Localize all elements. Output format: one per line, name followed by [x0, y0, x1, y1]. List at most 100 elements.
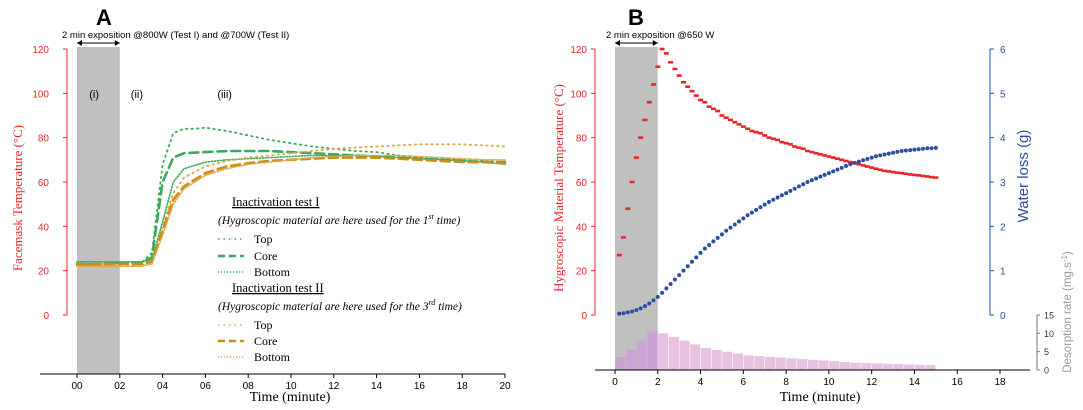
water-loss-point — [818, 174, 823, 179]
water-loss-point — [826, 171, 831, 176]
y2-tick-label: 0 — [1000, 311, 1006, 322]
temperature-point — [723, 116, 729, 120]
temperature-point — [689, 89, 695, 93]
temperature-point — [706, 105, 712, 108]
y-tick-label: 20 — [38, 267, 50, 278]
water-loss-point — [672, 277, 677, 282]
y2-tick-label: 6 — [1000, 45, 1006, 56]
panel-b-y-axis-left: 0 20 40 60 80 100 120 — [570, 45, 596, 322]
legend-test1-note: (Hygroscopic material are here used for … — [218, 212, 461, 227]
x-tick-label: 14 — [371, 381, 383, 392]
y-tick-label: 60 — [38, 178, 50, 189]
water-loss-point — [698, 250, 703, 255]
phase-label: (ii) — [131, 89, 143, 101]
temperature-point — [813, 151, 819, 155]
water-loss-point — [784, 191, 789, 196]
legend-test1-note-end: time) — [434, 215, 461, 227]
desorption-bar — [668, 337, 679, 370]
temperature-point — [732, 120, 738, 124]
x-tick-label: 00 — [71, 381, 83, 392]
water-loss-point — [809, 178, 814, 183]
y-tick-label: 80 — [38, 134, 50, 145]
water-loss-point — [694, 255, 699, 260]
water-loss-point — [891, 150, 896, 155]
temperature-point — [894, 171, 900, 174]
temperature-point — [745, 127, 751, 131]
water-loss-point — [908, 148, 913, 153]
temperature-point — [659, 47, 665, 51]
water-loss-point — [758, 205, 763, 210]
x-tick-label: 10 — [285, 381, 297, 392]
x-tick-label: 14 — [909, 377, 921, 388]
water-loss-point — [647, 301, 652, 306]
temperature-point — [847, 160, 853, 164]
shaded-bar — [615, 47, 658, 370]
y2-tick-label: 2 — [1000, 222, 1006, 233]
desorption-bar — [658, 333, 669, 370]
series-line-test1-top — [76, 126, 506, 265]
y-tick-label: 20 — [576, 267, 588, 278]
desorption-bar — [850, 362, 861, 370]
panel-a-series — [75, 126, 507, 268]
temperature-point — [873, 167, 879, 170]
legend-label-test1-top: Top — [254, 232, 273, 246]
temperature-point — [663, 52, 669, 55]
panel-a: A 2 min exposition @800W (Test I) and @7… — [10, 5, 511, 405]
y3-tick-label: 5 — [1044, 347, 1049, 357]
desorption-bar — [690, 344, 701, 370]
temperature-point — [933, 176, 939, 179]
temperature-point — [625, 207, 631, 210]
temperature-point — [680, 80, 686, 84]
y-tick-label: 0 — [581, 311, 587, 322]
legend-label-test2-core: Core — [254, 334, 277, 348]
water-loss-point — [835, 167, 840, 172]
temperature-point — [642, 118, 648, 122]
water-loss-point — [848, 162, 853, 167]
desorption-bar — [925, 365, 936, 370]
temperature-point — [822, 154, 828, 157]
water-loss-point — [737, 219, 742, 224]
water-loss-point — [775, 195, 780, 200]
desorption-bar — [818, 360, 829, 370]
legend-test1-note-sup: st — [428, 212, 434, 221]
panel-b-exposition-arrow — [615, 40, 658, 46]
series-line-test2-core — [75, 156, 507, 266]
temperature-point — [783, 141, 789, 145]
panel-b-y2-axis-label: Water loss (g) — [1015, 130, 1032, 223]
x-tick-label: 20 — [499, 381, 511, 392]
x-tick-label: 0 — [612, 377, 618, 388]
water-loss-point — [771, 197, 776, 202]
temperature-point — [646, 100, 652, 104]
water-loss-point — [728, 225, 733, 230]
water-loss-point — [839, 165, 844, 170]
y3-tick-label: 10 — [1044, 329, 1054, 339]
temperature-point — [826, 155, 832, 158]
water-loss-point — [711, 239, 716, 244]
desorption-bar — [904, 364, 915, 370]
panel-b-y-axis-label: Hygroscopic Material Temperature (°C) — [551, 84, 566, 292]
temperature-point — [839, 158, 845, 162]
x-tick-label: 08 — [243, 381, 255, 392]
panel-b-y3-axis-label-end: ) — [1062, 251, 1074, 255]
legend-label-test1-core: Core — [254, 249, 277, 263]
temperature-point — [775, 138, 781, 142]
panel-a-phase-labels: (i) (ii) (iii) — [89, 89, 232, 101]
temperature-point — [886, 170, 892, 173]
water-loss-point — [814, 176, 819, 181]
x-tick-label: 6 — [741, 377, 747, 388]
temperature-point — [728, 118, 733, 122]
water-loss-point — [796, 184, 801, 189]
panel-b-x-axis-label: Time (minute) — [780, 390, 861, 405]
desorption-bar — [647, 331, 658, 370]
legend-label-test1-bottom: Bottom — [254, 265, 291, 279]
temperature-point — [621, 236, 627, 239]
panel-b-temperature-series — [616, 47, 939, 257]
water-loss-point — [741, 216, 746, 221]
panel-b-y3-axis-label-sup: -1 — [1060, 255, 1069, 263]
temperature-point — [693, 94, 699, 97]
desorption-bar — [732, 353, 744, 370]
x-tick-label: 12 — [866, 377, 878, 388]
legend-label-test2-bottom: Bottom — [254, 350, 291, 364]
water-loss-point — [681, 268, 686, 273]
